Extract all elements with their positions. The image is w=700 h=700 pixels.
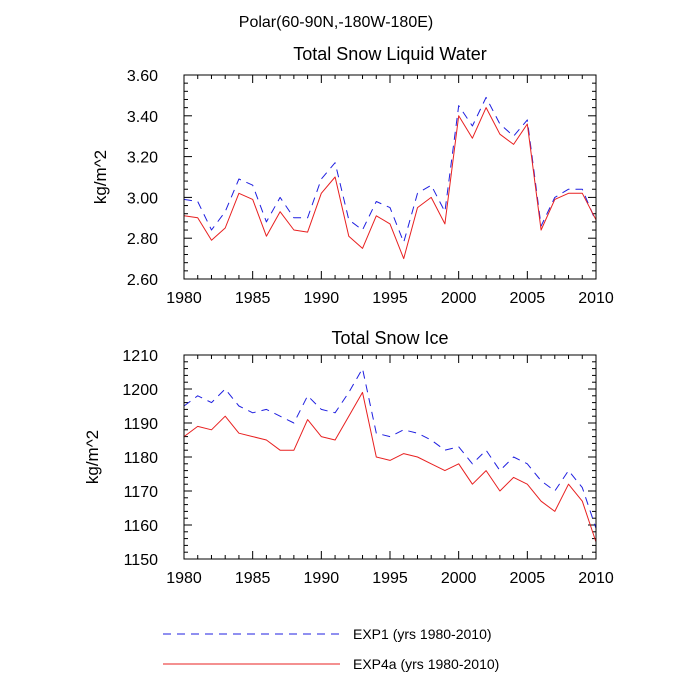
y-tick-label: 1210	[122, 348, 158, 365]
x-tick-label: 2005	[510, 570, 546, 587]
series-line-exp4a	[183, 391, 597, 543]
y-tick-label: 3.60	[127, 68, 158, 85]
x-tick-label: 2005	[510, 290, 546, 307]
series-line-exp1	[183, 368, 597, 529]
panel-snow-liquid-water: Total Snow Liquid Water kg/m^2 1980 1985 199…	[91, 44, 614, 307]
y-tick-label: 3.40	[127, 109, 158, 126]
y-tick-label: 2.60	[127, 272, 158, 289]
series-line-exp4a	[183, 107, 597, 260]
x-tick-label: 2010	[578, 570, 614, 587]
figure-suptitle: Polar(60-90N,-180W-180E)	[239, 14, 433, 31]
x-tick-label: 1995	[372, 290, 408, 307]
x-tick-label: 2000	[441, 570, 477, 587]
panel-title: Total Snow Ice	[331, 328, 448, 348]
y-tick-label: 1170	[124, 484, 159, 501]
series-line-exp1	[183, 96, 597, 243]
x-tick-label: 1990	[304, 570, 340, 587]
x-tick-label: 1980	[166, 570, 202, 587]
y-axis-label: kg/m^2	[83, 430, 102, 484]
legend: EXP1 (yrs 1980-2010) EXP4a (yrs 1980-201…	[163, 626, 499, 672]
y-tick-label: 1150	[124, 552, 159, 569]
x-tick-label: 1995	[372, 570, 408, 587]
panel-snow-ice: Total Snow Ice kg/m^2 1980 1985 1990 1995 2000…	[83, 328, 614, 587]
y-axis-label: kg/m^2	[91, 150, 110, 204]
panel-title: Total Snow Liquid Water	[293, 44, 486, 64]
y-tick-label: 3.20	[127, 150, 158, 167]
y-tick-label: 1160	[124, 518, 159, 535]
x-tick-label: 2010	[578, 290, 614, 307]
y-tick-label: 2.80	[127, 231, 158, 248]
x-tick-label: 2000	[441, 290, 477, 307]
x-tick-label: 1985	[235, 570, 271, 587]
plot-frame	[183, 354, 597, 560]
legend-label-exp4a: EXP4a (yrs 1980-2010)	[353, 656, 499, 672]
y-tick-label: 1200	[122, 382, 158, 399]
legend-label-exp1: EXP1 (yrs 1980-2010)	[353, 626, 492, 642]
x-tick-label: 1990	[304, 290, 340, 307]
y-tick-label: 1180	[124, 450, 159, 467]
y-tick-label: 3.00	[127, 190, 158, 207]
y-tick-label: 1190	[124, 416, 159, 433]
x-tick-label: 1980	[166, 290, 202, 307]
plot-frame	[183, 74, 597, 280]
x-tick-label: 1985	[235, 290, 271, 307]
